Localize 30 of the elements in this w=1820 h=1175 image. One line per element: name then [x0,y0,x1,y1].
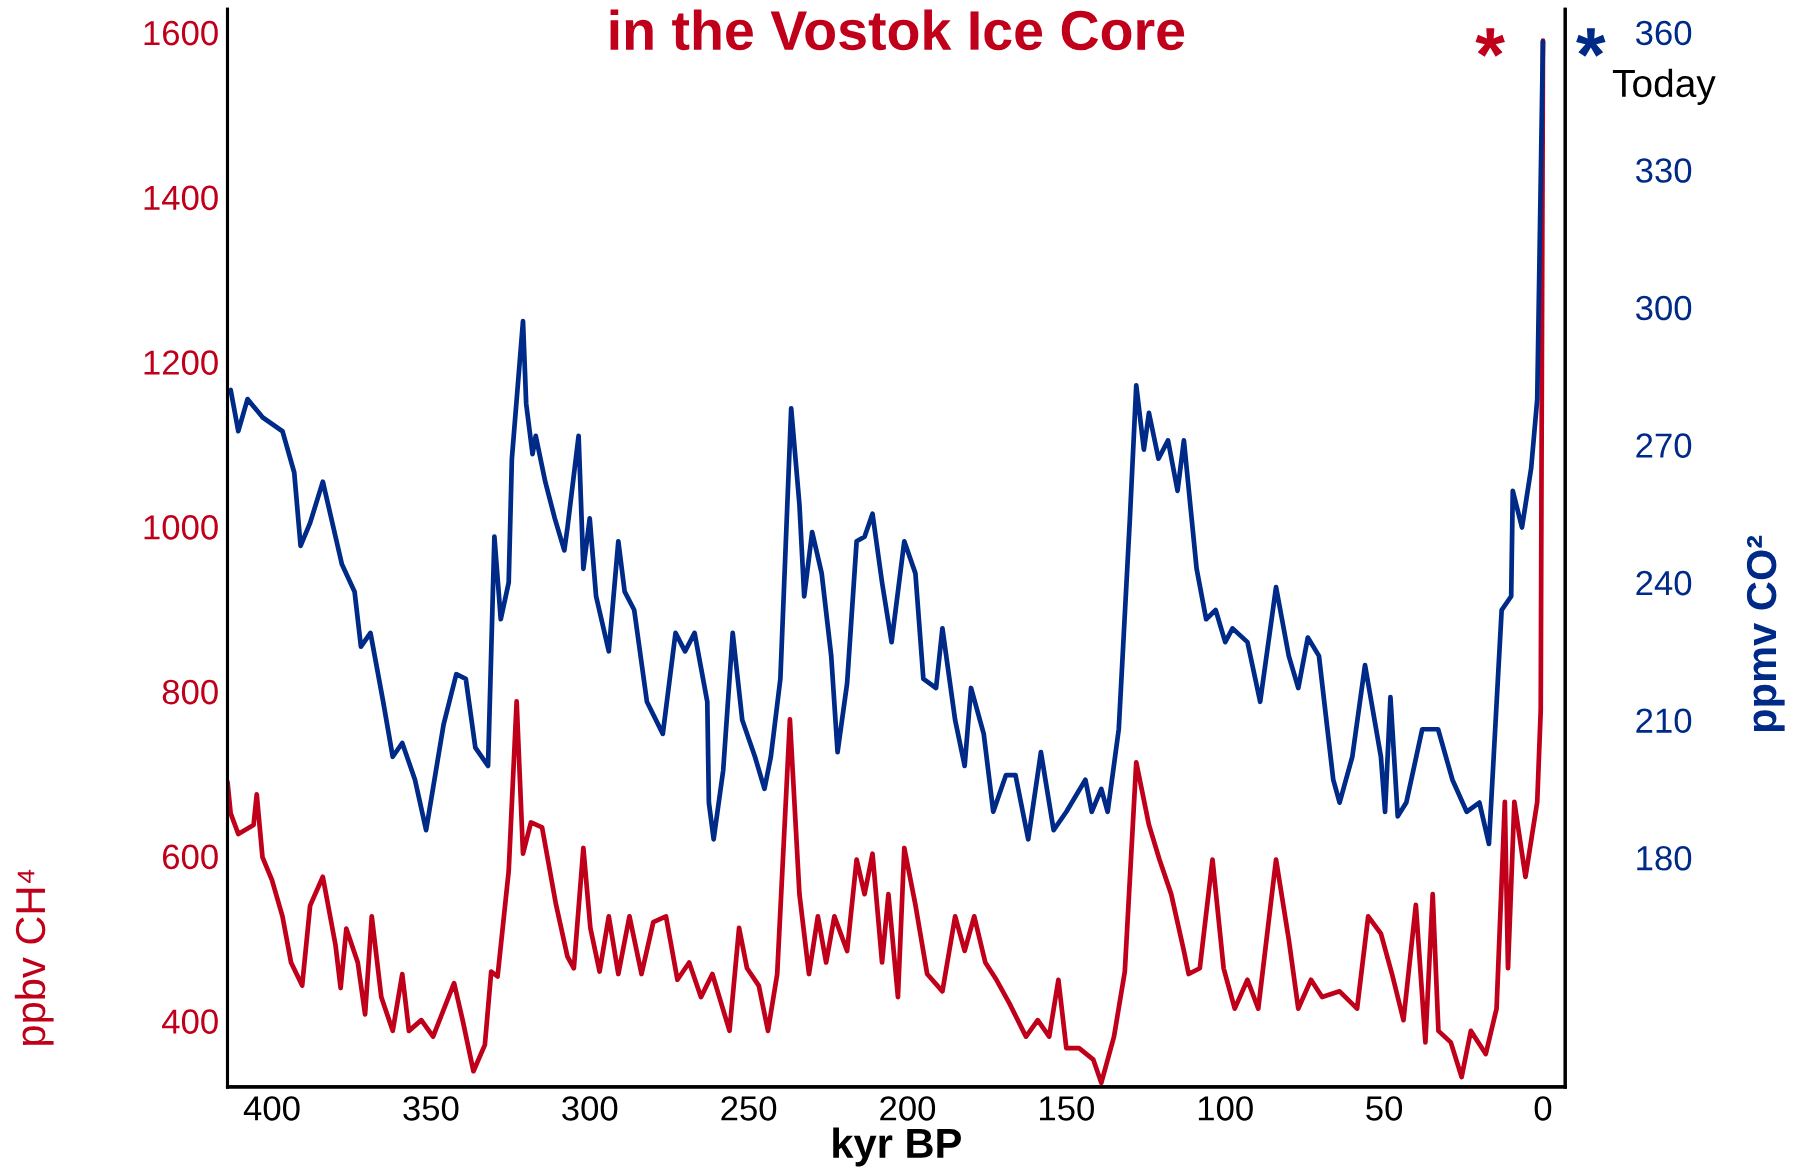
y2-tick-label: 210 [1636,708,1692,733]
y2-tick-label: 330 [1635,158,1692,183]
y-tick-label: 600 [163,844,218,870]
x-tick-label: 200 [880,1096,936,1121]
y2-tick-label: 270 [1636,433,1692,458]
x-tick-label: 350 [403,1096,459,1121]
y-tick-label: 800 [162,679,218,705]
text: Today [1612,68,1716,105]
x-tick-label: 150 [1040,1096,1094,1121]
y2-axis-title: ppmv CO² [1746,535,1785,732]
x-tick-label: 0 [1534,1096,1552,1121]
y2-tick-label: 240 [1636,570,1692,596]
y-tick-label: 1000 [144,515,218,540]
x-tick-label: 100 [1198,1096,1253,1121]
chart-title: in the Vostok Ice Core [610,9,1185,51]
x-axis-title: kyr BP [833,1127,961,1167]
x-tick-label: 400 [243,1096,300,1121]
y-tick-label: 1200 [144,350,218,375]
annotation: * [1475,28,1505,57]
y2-tick-label: 360 [1635,20,1692,46]
y-tick-label: 1400 [144,185,218,211]
y-tick-label: 400 [162,1009,218,1034]
y2-tick-label: 180 [1637,845,1692,871]
y-axis-title: ppbv CH⁴ [14,869,54,1045]
x-tick-label: 250 [721,1096,777,1121]
x-tick-label: 50 [1366,1096,1403,1121]
text: * [1576,28,1606,57]
x-tick-label: 300 [562,1096,618,1121]
y2-tick-label: 300 [1635,295,1692,321]
y-tick-label: 1600 [144,20,218,46]
